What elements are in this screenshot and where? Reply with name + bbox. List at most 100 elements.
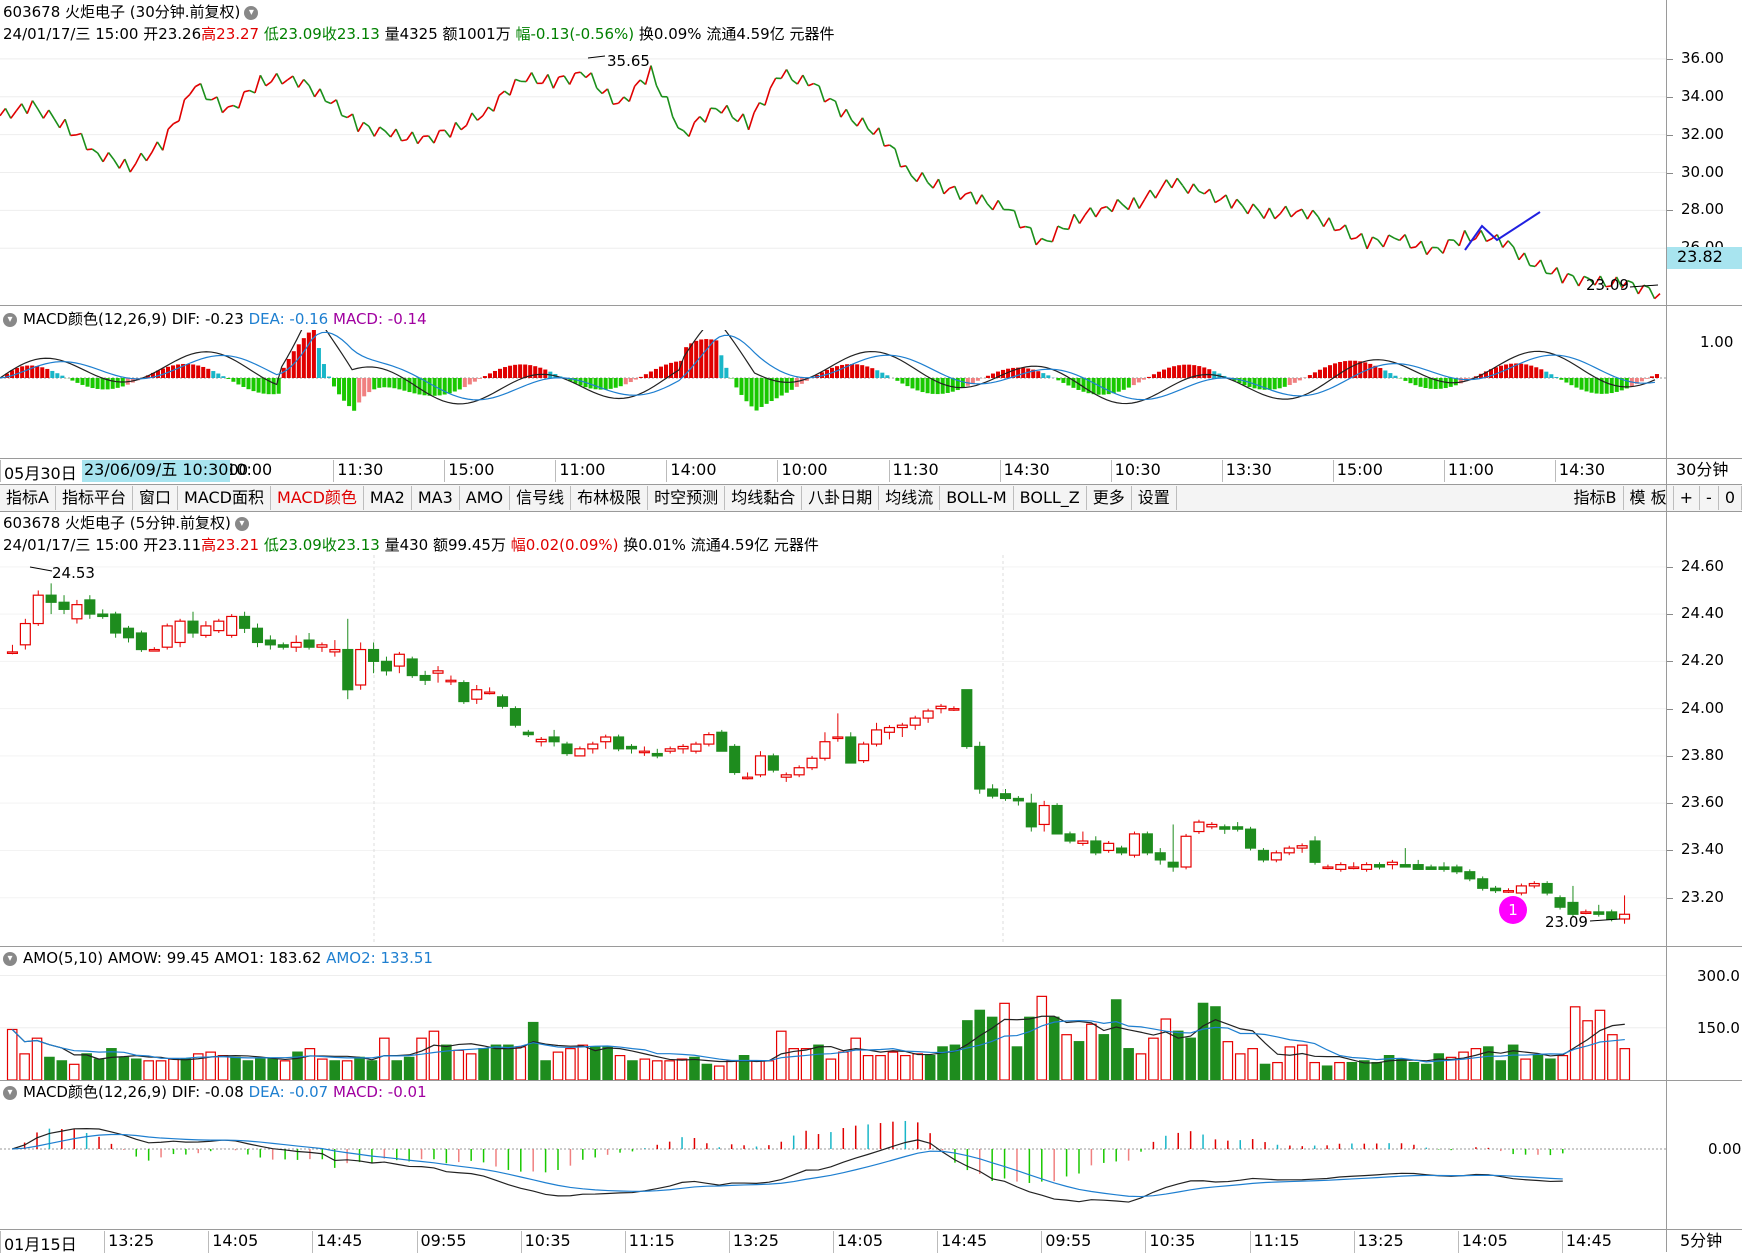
chevron-down-icon[interactable]: ▾ xyxy=(3,1086,17,1100)
price-segment xyxy=(98,153,103,162)
candle-body xyxy=(910,718,920,725)
macd-bar xyxy=(1167,368,1171,378)
macd-bar xyxy=(1318,370,1322,378)
toolbar-item-6[interactable]: MA3 xyxy=(412,486,460,510)
price-segment xyxy=(1405,235,1410,248)
amo-bar xyxy=(144,1061,153,1080)
toolbar-item-0[interactable]: 指标A xyxy=(0,486,56,510)
toolbar-item-2[interactable]: 窗口 xyxy=(133,486,178,510)
price-segment xyxy=(575,72,580,73)
price-segment xyxy=(391,129,396,137)
toolbar-item-4[interactable]: MACD颜色 xyxy=(271,486,364,510)
macd-bar xyxy=(1524,364,1528,378)
period-label-5min[interactable]: 5分钟 xyxy=(1680,1231,1722,1251)
candle-body xyxy=(278,645,288,647)
candle-body xyxy=(1555,898,1565,907)
macd-bar xyxy=(941,378,945,394)
candle-body xyxy=(59,602,69,609)
toolbar-item-9[interactable]: 布林极限 xyxy=(571,486,648,510)
signal-marker[interactable]: 1 xyxy=(1499,896,1527,924)
price-segment xyxy=(505,91,510,95)
price-line-chart-30min[interactable] xyxy=(0,40,1666,305)
price-segment xyxy=(879,128,884,146)
tick-mark xyxy=(1667,567,1673,568)
tick-mark xyxy=(1667,135,1673,136)
price-segment xyxy=(1410,247,1415,248)
chevron-down-icon[interactable]: ▾ xyxy=(3,313,17,327)
price-segment xyxy=(467,113,472,125)
tick-mark xyxy=(1667,210,1673,211)
chevron-down-icon[interactable]: ▾ xyxy=(235,517,249,531)
toolbar-right-item-2[interactable]: + xyxy=(1674,486,1700,510)
macd-bar xyxy=(45,369,49,378)
main-chart-title[interactable]: 603678 火炬电子 (5分钟.前复权)▾ xyxy=(3,513,249,533)
price-segment xyxy=(1324,218,1329,227)
macd-bar xyxy=(1041,373,1045,378)
candlestick-chart-5min[interactable] xyxy=(0,555,1666,945)
amo-y-tick-150: 150.0 xyxy=(1697,1018,1740,1038)
toolbar-item-12[interactable]: 八卦日期 xyxy=(802,486,879,510)
amo-bar xyxy=(330,1061,339,1080)
price-segment xyxy=(732,117,737,121)
price-segment xyxy=(1215,199,1220,202)
amo-bar xyxy=(1310,1063,1319,1080)
price-segment xyxy=(814,84,819,86)
candle-body xyxy=(639,751,649,753)
toolbar-item-10[interactable]: 时空预测 xyxy=(648,486,725,510)
macd-bar xyxy=(377,378,381,388)
candle-body xyxy=(1297,846,1307,848)
toolbar-item-15[interactable]: BOLL_Z xyxy=(1014,486,1087,510)
toolbar-item-16[interactable]: 更多 xyxy=(1087,486,1132,510)
macd-bar xyxy=(252,378,256,391)
chevron-down-icon[interactable]: ▾ xyxy=(3,952,17,966)
price-segment xyxy=(835,101,840,117)
price-segment xyxy=(0,108,5,115)
period-label-30min[interactable]: 30分钟 xyxy=(1676,460,1728,480)
macd-bar xyxy=(594,378,598,389)
macd-bar xyxy=(986,376,990,378)
toolbar-item-17[interactable]: 设置 xyxy=(1132,486,1177,510)
price-segment xyxy=(1014,211,1019,228)
price-segment xyxy=(81,133,86,149)
price-segment xyxy=(217,97,222,113)
macd-bar xyxy=(171,365,175,378)
amo-bar xyxy=(181,1059,190,1080)
candle-body xyxy=(201,626,211,635)
candle-body xyxy=(627,746,637,748)
macd-bar xyxy=(1313,372,1317,378)
top-chart-title[interactable]: 603678 火炬电子 (30分钟.前复权)▾ xyxy=(3,2,258,22)
time-axis-label: 10:35 xyxy=(1149,1231,1195,1250)
toolbar-item-5[interactable]: MA2 xyxy=(364,486,412,510)
price-segment xyxy=(282,80,287,84)
amo-bar xyxy=(677,1059,686,1080)
toolbar-right-item-0[interactable]: 指标B xyxy=(1568,486,1624,510)
macd-bar xyxy=(418,378,422,394)
amo-bar xyxy=(342,1061,351,1080)
macd-bar xyxy=(649,371,653,378)
toolbar-item-1[interactable]: 指标平台 xyxy=(56,486,133,510)
candle-body xyxy=(1362,865,1372,870)
chevron-down-icon[interactable]: ▾ xyxy=(244,6,258,20)
toolbar-item-7[interactable]: AMO xyxy=(460,486,510,510)
toolbar-item-13[interactable]: 均线流 xyxy=(879,486,940,510)
macd-bar xyxy=(1157,372,1161,378)
price-segment xyxy=(1042,238,1047,240)
toolbar-item-14[interactable]: BOLL-M xyxy=(940,486,1013,510)
candle-body xyxy=(1349,867,1359,869)
toolbar-item-8[interactable]: 信号线 xyxy=(510,486,571,510)
amo-bar xyxy=(57,1061,66,1080)
price-segment xyxy=(884,145,889,146)
toolbar-item-11[interactable]: 均线黏合 xyxy=(725,486,802,510)
price-segment xyxy=(624,97,629,102)
candle-body xyxy=(407,659,417,676)
toolbar-right-item-3[interactable]: - xyxy=(1700,486,1719,510)
toolbar-item-3[interactable]: MACD面积 xyxy=(178,486,271,510)
macd-bar xyxy=(1444,378,1448,388)
amo-bar xyxy=(491,1045,500,1080)
candle-body xyxy=(330,650,340,652)
macd-bar xyxy=(634,378,638,380)
toolbar-right-item-4[interactable]: 0 xyxy=(1719,486,1742,510)
amo-bar xyxy=(1012,1047,1021,1080)
macd-bar xyxy=(885,375,889,378)
tick-mark xyxy=(1667,97,1673,98)
